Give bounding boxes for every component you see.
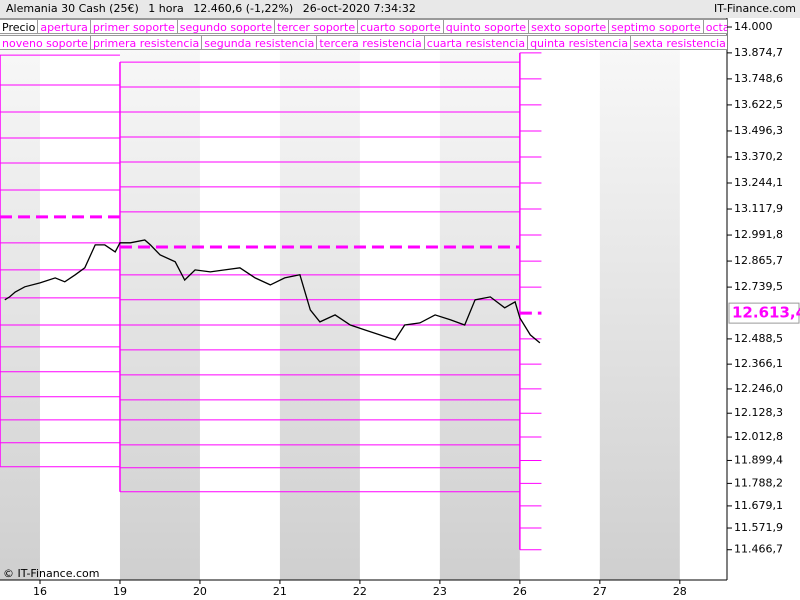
y-tick-label: 13.370,2: [734, 150, 783, 163]
legend-item: tercer soporte: [275, 19, 359, 34]
y-tick-label: 12.246,0: [734, 382, 783, 395]
y-tick-label: 12.488,5: [734, 332, 783, 345]
y-tick-label: 12.739,5: [734, 280, 783, 293]
brand: IT-Finance.com: [714, 2, 796, 15]
y-tick-label: 12.865,7: [734, 254, 783, 267]
timeframe: 1 hora: [148, 2, 184, 15]
title: Alemania 30 Cash (25€): [6, 2, 139, 15]
legend-item: noveno soporte: [0, 35, 91, 50]
legend-row: noveno soporte primera resistencia segunda…: [0, 35, 727, 50]
day-shade: [599, 20, 680, 580]
day-shade: [0, 20, 40, 580]
legend-item: cuarta resistencia: [424, 35, 529, 50]
legend-item: segunda resistencia: [202, 35, 318, 50]
x-tick-label: 21: [273, 585, 287, 598]
y-tick-label: 11.679,1: [734, 499, 783, 512]
y-tick-label: 12.991,8: [734, 228, 783, 241]
datetime: 26-oct-2020 7:34:32: [302, 2, 416, 15]
y-tick-label: 12.366,1: [734, 357, 783, 370]
x-tick-label: 19: [113, 585, 127, 598]
legend-item: primera resistencia: [90, 35, 203, 50]
x-tick-label: 20: [193, 585, 207, 598]
y-tick-label: 11.788,2: [734, 476, 783, 489]
legend-item: Precio: [0, 19, 39, 34]
x-tick-label: 27: [593, 585, 607, 598]
legend-item: apertura: [38, 19, 91, 34]
y-tick-label: 13.244,1: [734, 176, 783, 189]
x-tick-label: 23: [433, 585, 447, 598]
y-tick-label: 12.012,8: [734, 430, 783, 443]
legend-item: primer soporte: [90, 19, 178, 34]
y-tick-label: 11.466,7: [734, 543, 783, 556]
price-line: [4, 239, 541, 344]
legend-item: sexto soporte: [529, 19, 610, 34]
y-tick-label: 13.496,3: [734, 124, 783, 137]
y-tick-label: 11.571,9: [734, 521, 783, 534]
y-tick-label: 13.622,5: [734, 98, 783, 111]
y-tick-label: 14.000: [734, 20, 773, 33]
legend-item: quinto soporte: [443, 19, 530, 34]
quote: 12.460,6 (-1,22%): [193, 2, 294, 15]
legend-item: tercera resistencia: [317, 35, 425, 50]
legend-item: octavo soporte: [703, 19, 727, 34]
legend-item: quinta resistencia: [528, 35, 632, 50]
legend-item: sexta resistencia: [631, 35, 727, 50]
legend-item: cuarto soporte: [358, 19, 444, 34]
y-tick-label: 11.899,4: [734, 453, 783, 466]
current-price-box: [728, 302, 800, 324]
current-price-label: 12.613,4: [732, 304, 800, 322]
x-tick-label: 22: [353, 585, 367, 598]
legend-row: Precio apertura primer soporte segundo sopo…: [0, 19, 727, 34]
legend-item: septimo soporte: [609, 19, 704, 34]
copyright: © IT-Finance.com: [3, 567, 100, 580]
header: Alemania 30 Cash (25€) 1 hora 12.460,6 (…: [0, 0, 800, 19]
y-tick-label: 13.874,7: [734, 46, 783, 59]
y-tick-label: 13.748,6: [734, 72, 783, 85]
x-tick-label: 16: [33, 585, 47, 598]
y-tick-label: 12.128,3: [734, 406, 783, 419]
y-tick-label: 13.117,9: [734, 202, 783, 215]
x-tick-label: 26: [513, 585, 527, 598]
x-tick-label: 28: [673, 585, 687, 598]
legend-item: segundo soporte: [177, 19, 276, 34]
